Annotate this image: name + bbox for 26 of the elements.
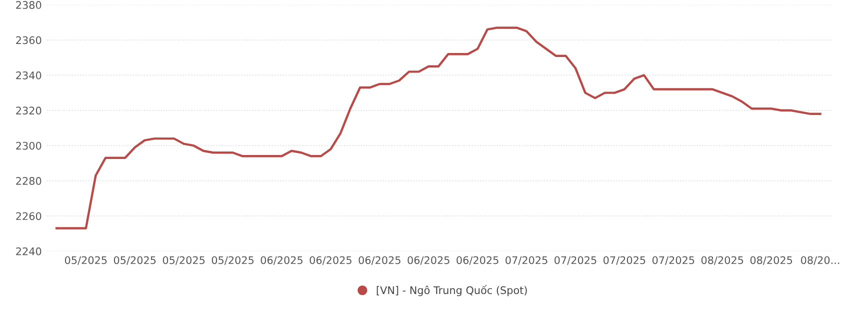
- x-tick-label: 06/2025: [310, 256, 352, 265]
- y-tick-label: 2320: [16, 106, 42, 115]
- x-tick-label: 08/2025: [701, 256, 744, 265]
- x-tick-label: 07/2025: [554, 256, 596, 265]
- y-tick-label: 2260: [16, 212, 42, 220]
- x-tick-label: 07/2025: [603, 256, 646, 265]
- y-tick-label: 2360: [16, 36, 42, 44]
- y-tick-label: 2340: [16, 71, 42, 80]
- y-tick-label: 2380: [16, 1, 42, 9]
- y-tick-label: 2240: [16, 247, 42, 256]
- x-tick-label: 05/2025: [212, 256, 254, 265]
- x-tick-label: 05/2025: [64, 256, 107, 265]
- x-tick-label: 06/2025: [260, 256, 302, 265]
- x-tick-label: 05/2025: [162, 256, 205, 265]
- x-tick-label: 07/2025: [506, 256, 548, 265]
- x-tick-label: 06/2025: [408, 256, 450, 265]
- x-tick-label: 08/20...: [800, 256, 840, 265]
- x-tick-label: 06/2025: [358, 256, 400, 265]
- x-tick-label: 05/2025: [114, 256, 156, 265]
- x-tick-label: 07/2025: [652, 256, 694, 265]
- y-tick-label: 2300: [16, 142, 42, 150]
- x-tick-label: 06/2025: [456, 256, 498, 265]
- y-tick-label: 2280: [16, 177, 42, 185]
- legend-label: [VN] - Ngô Trung Quốc (Spot): [376, 285, 527, 296]
- line-series: [55, 26, 822, 230]
- x-tick-label: 08/2025: [750, 256, 792, 265]
